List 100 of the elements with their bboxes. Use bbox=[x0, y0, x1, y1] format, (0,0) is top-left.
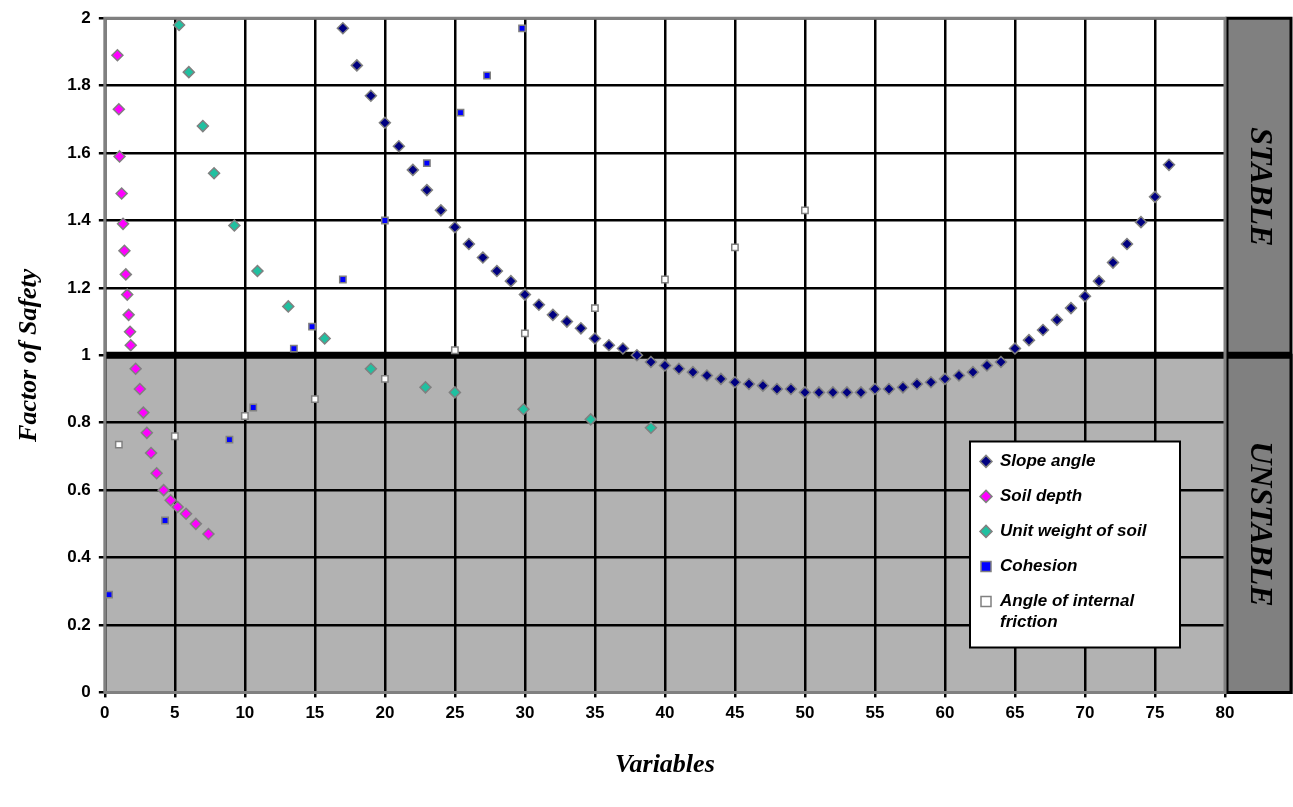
point bbox=[450, 346, 459, 355]
point bbox=[602, 338, 616, 352]
point bbox=[228, 219, 241, 232]
x-tick-label: 75 bbox=[1145, 703, 1165, 723]
y-tick-label: 0.6 bbox=[67, 479, 91, 499]
point bbox=[1148, 190, 1162, 204]
point bbox=[164, 494, 177, 507]
point bbox=[310, 395, 319, 404]
point bbox=[700, 369, 714, 382]
point bbox=[120, 288, 134, 301]
y-tick-label: 0.2 bbox=[67, 614, 91, 634]
band-label: UNSTABLE bbox=[1243, 441, 1280, 607]
point bbox=[249, 403, 258, 412]
y-tick-label: 1.2 bbox=[67, 277, 91, 297]
y-tick-label: 2 bbox=[81, 7, 91, 27]
point bbox=[336, 22, 350, 35]
point bbox=[731, 243, 739, 252]
x-tick-label: 10 bbox=[235, 703, 255, 723]
x-tick-label: 45 bbox=[725, 703, 745, 723]
point bbox=[520, 329, 529, 338]
point bbox=[1134, 215, 1148, 229]
legend-label: Unit weight of soil bbox=[1000, 521, 1148, 541]
point bbox=[456, 108, 465, 117]
point bbox=[289, 344, 298, 353]
point bbox=[240, 412, 249, 420]
point bbox=[116, 217, 130, 231]
point bbox=[129, 362, 142, 376]
point bbox=[483, 71, 492, 80]
point bbox=[318, 332, 331, 345]
point bbox=[896, 381, 910, 394]
point bbox=[994, 355, 1008, 369]
point bbox=[137, 406, 150, 419]
point bbox=[420, 183, 434, 197]
point bbox=[179, 507, 193, 520]
point bbox=[119, 268, 133, 281]
x-tick-label: 30 bbox=[515, 703, 535, 723]
y-tick-label: 0.8 bbox=[67, 412, 91, 432]
point bbox=[966, 365, 980, 379]
y-tick-label: 0 bbox=[81, 682, 91, 702]
point bbox=[784, 382, 798, 396]
point bbox=[574, 322, 588, 335]
point bbox=[714, 372, 728, 386]
legend-label: Slope angle bbox=[1000, 451, 1096, 471]
point bbox=[364, 89, 378, 102]
point bbox=[419, 381, 432, 394]
point bbox=[207, 167, 221, 180]
point bbox=[112, 102, 126, 116]
point bbox=[672, 362, 686, 376]
point bbox=[380, 216, 389, 225]
point bbox=[171, 500, 184, 514]
y-tick-label: 1.6 bbox=[67, 142, 91, 162]
point bbox=[756, 379, 770, 392]
point bbox=[114, 440, 123, 449]
point bbox=[115, 187, 128, 200]
point bbox=[686, 365, 700, 379]
legend-label: Cohesion bbox=[1000, 556, 1078, 576]
point bbox=[282, 300, 295, 313]
point bbox=[462, 237, 476, 251]
point bbox=[938, 372, 952, 386]
point bbox=[616, 342, 630, 355]
point bbox=[518, 288, 532, 301]
point bbox=[308, 322, 316, 331]
point bbox=[660, 275, 669, 284]
point bbox=[1120, 237, 1134, 251]
point bbox=[532, 298, 546, 311]
point bbox=[924, 376, 938, 389]
point bbox=[882, 382, 896, 396]
x-tick-label: 50 bbox=[795, 703, 815, 723]
point bbox=[122, 308, 135, 322]
y-tick-label: 1.4 bbox=[67, 210, 92, 230]
x-tick-label: 0 bbox=[100, 703, 110, 723]
point bbox=[798, 386, 812, 399]
point bbox=[546, 308, 560, 322]
point bbox=[144, 446, 158, 460]
y-axis-title: Factor of Safety bbox=[13, 268, 43, 443]
point bbox=[196, 119, 210, 133]
x-tick-label: 55 bbox=[865, 703, 885, 723]
point bbox=[189, 517, 203, 531]
point bbox=[560, 315, 574, 328]
point bbox=[434, 204, 448, 217]
point bbox=[364, 362, 378, 376]
point bbox=[251, 264, 264, 278]
point bbox=[422, 159, 431, 168]
point bbox=[1162, 158, 1176, 172]
point bbox=[124, 338, 137, 352]
point bbox=[517, 402, 530, 416]
point bbox=[588, 332, 602, 345]
point bbox=[378, 116, 392, 129]
text: STABLE bbox=[1243, 127, 1280, 247]
point bbox=[105, 590, 113, 599]
y-tick-label: 1 bbox=[81, 344, 91, 364]
point bbox=[980, 359, 994, 372]
point bbox=[161, 516, 169, 525]
point bbox=[1050, 313, 1064, 327]
point bbox=[910, 377, 924, 391]
point bbox=[406, 163, 420, 177]
point bbox=[133, 382, 147, 396]
point bbox=[448, 386, 462, 399]
point bbox=[490, 264, 504, 278]
point bbox=[742, 377, 756, 391]
